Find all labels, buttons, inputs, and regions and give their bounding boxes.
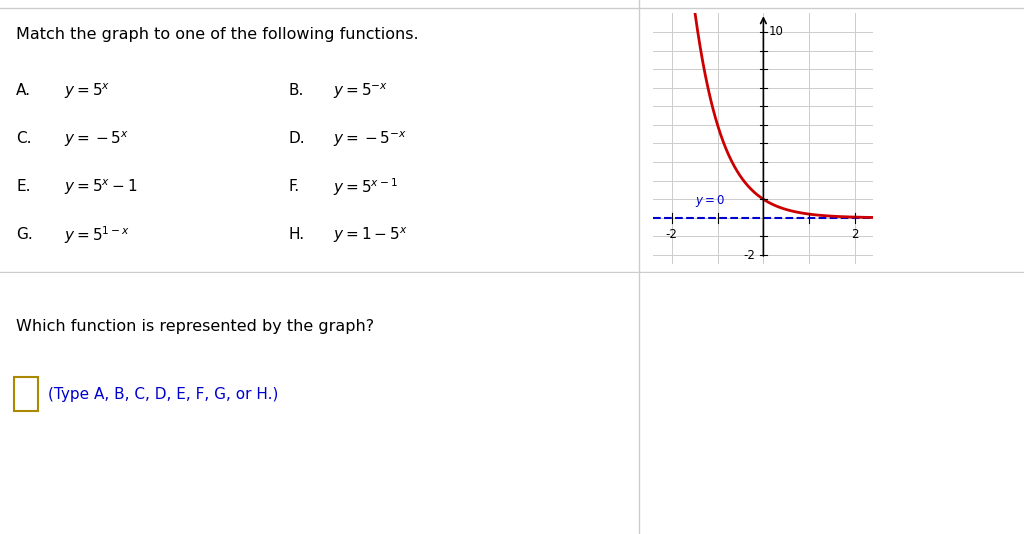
Text: $y = 0$: $y = 0$ [694, 193, 725, 209]
Text: -2: -2 [743, 248, 755, 262]
Text: $y = 5^x$: $y = 5^x$ [63, 81, 111, 100]
Text: $y = 5^{-x}$: $y = 5^{-x}$ [333, 81, 388, 100]
Text: -2: -2 [666, 228, 678, 241]
Text: C.: C. [16, 131, 32, 146]
Text: 10: 10 [769, 26, 783, 38]
Text: $y = -5^{-x}$: $y = -5^{-x}$ [333, 129, 407, 148]
Text: F.: F. [288, 179, 299, 194]
Text: D.: D. [288, 131, 304, 146]
Text: $y = -5^x$: $y = -5^x$ [63, 129, 129, 148]
Text: H.: H. [288, 227, 304, 242]
Text: $y = 5^x - 1$: $y = 5^x - 1$ [63, 177, 137, 197]
Text: 2: 2 [851, 228, 859, 241]
Text: $y = 5^{1-x}$: $y = 5^{1-x}$ [63, 224, 130, 246]
Text: A.: A. [16, 83, 31, 98]
Text: E.: E. [16, 179, 31, 194]
Text: G.: G. [16, 227, 33, 242]
FancyBboxPatch shape [14, 377, 39, 411]
Text: Which function is represented by the graph?: Which function is represented by the gra… [16, 319, 374, 334]
Text: Match the graph to one of the following functions.: Match the graph to one of the following … [16, 27, 419, 42]
Text: $y = 5^{x-1}$: $y = 5^{x-1}$ [333, 176, 398, 198]
Text: B.: B. [288, 83, 303, 98]
Text: (Type A, B, C, D, E, F, G, or H.): (Type A, B, C, D, E, F, G, or H.) [48, 387, 279, 402]
Text: $y = 1-5^x$: $y = 1-5^x$ [333, 225, 408, 245]
